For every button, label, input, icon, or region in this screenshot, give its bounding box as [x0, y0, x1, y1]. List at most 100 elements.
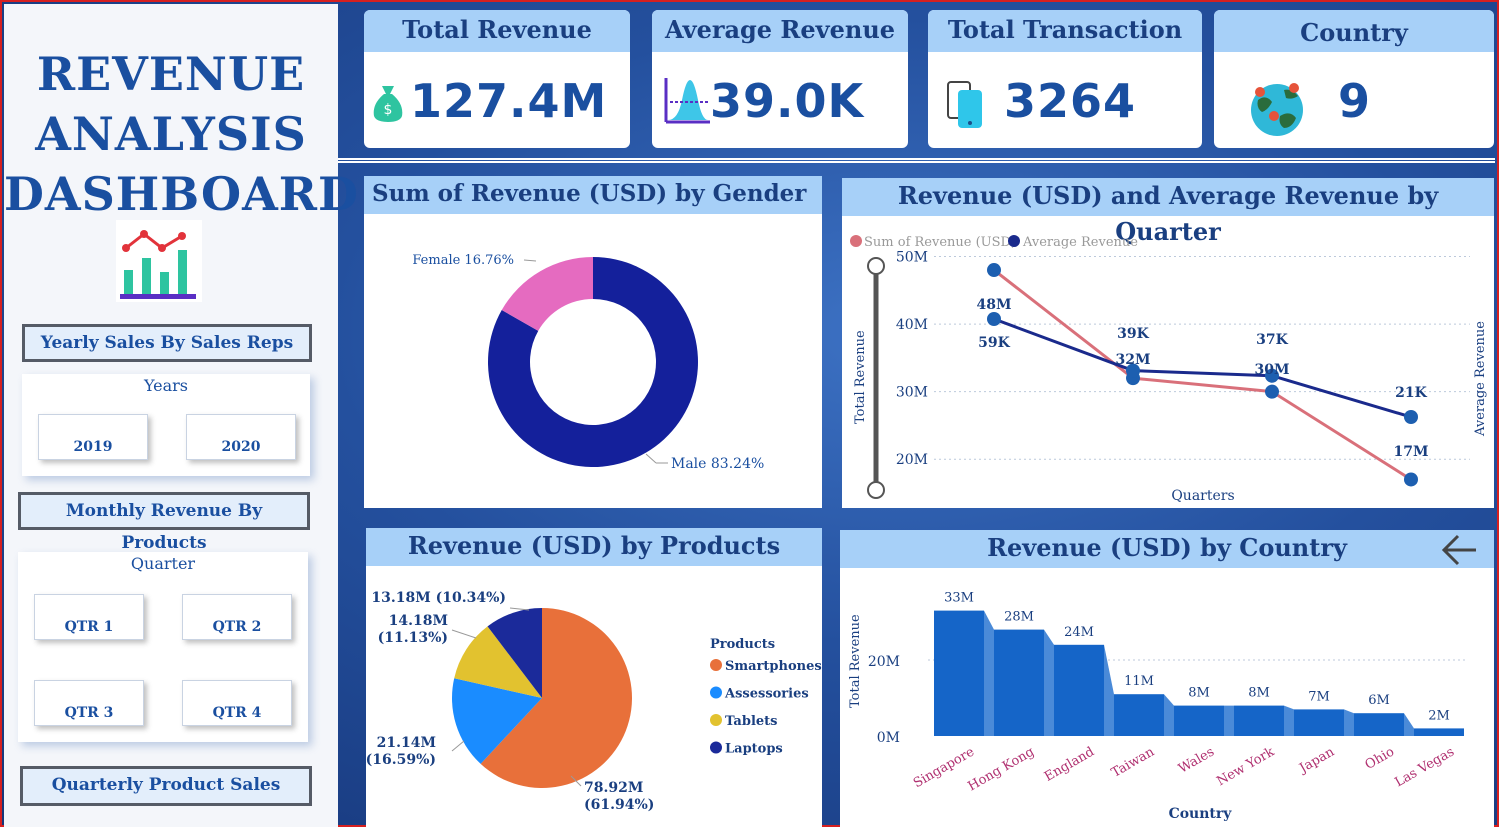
revenue-data-label: 17M: [1394, 444, 1429, 460]
monthly-revenue-button[interactable]: Monthly Revenue By Products: [18, 492, 310, 553]
country-chart-title: Revenue (USD) by Country: [840, 530, 1494, 568]
gender-slice-female: [501, 257, 593, 331]
average-point: [1265, 368, 1279, 383]
range-slider-top-handle: [867, 257, 885, 275]
product-slice-smartphones: [480, 608, 632, 788]
average-data-label: 39K: [1117, 326, 1149, 342]
country-bar: [934, 610, 984, 736]
kpi-total-revenue-label: Total Revenue: [364, 10, 630, 52]
back-arrow-icon[interactable]: [1440, 532, 1480, 568]
years-slicer-title: Years: [143, 376, 189, 395]
leader-assessories: [451, 740, 465, 752]
title-line-3: DASHBOARD: [4, 167, 359, 221]
gender-chart-title: Sum of Revenue (USD) by Gender: [364, 176, 822, 214]
ytick-label: 20M: [896, 452, 928, 468]
quarter-chart-title: Revenue (USD) and Average Revenue by Qua…: [842, 178, 1494, 246]
quarter-line-chart: Sum of Revenue (USD) Average Revenue 50M 40…: [850, 235, 1488, 504]
legend-label-smartphones: Smartphones: [725, 659, 822, 674]
year-2020-option[interactable]: 2020: [186, 414, 296, 460]
country-tick-label: Taiwan: [1109, 744, 1158, 781]
country-bar: [1234, 705, 1284, 736]
globe-pins-icon: [1246, 76, 1308, 142]
product-data-label: 21.14M: [377, 735, 436, 751]
average-point: [1126, 363, 1140, 378]
country-data-label: 28M: [1004, 610, 1034, 625]
sidebar: REVENUE ANALYSIS DASHBOARD Yearly Sales …: [4, 4, 359, 827]
country-tick-label: Japan: [1295, 744, 1337, 777]
ytick-label: 0M: [877, 730, 900, 746]
legend-label-laptops: Laptops: [725, 742, 783, 757]
line-bar-chart-icon: [116, 220, 202, 302]
leader-smartphones: [570, 775, 582, 787]
y-axis-title: Total Revenue: [853, 330, 868, 424]
kpi-total-revenue-value: 127.4M: [410, 74, 608, 128]
country-tick-label: Ohio: [1363, 744, 1398, 773]
product-data-percent: (11.13%): [378, 630, 448, 646]
bar-ribbon: [1344, 709, 1354, 736]
country-chart-panel: Revenue (USD) by Country 20M 0M Total Reve…: [840, 530, 1494, 827]
phone-icon: [946, 80, 986, 134]
country-bar: [994, 629, 1044, 736]
bar-ribbon: [1284, 705, 1294, 736]
country-tick-label: Wales: [1176, 744, 1217, 776]
average-point: [987, 312, 1001, 326]
product-data-label: 13.18M (10.34%): [371, 590, 506, 606]
kpi-country: Country 9: [1214, 10, 1494, 148]
gender-chart-panel: Sum of Revenue (USD) by Gender Male 83.2…: [364, 176, 822, 508]
qtr2-option[interactable]: QTR 2: [182, 594, 292, 640]
svg-text:$: $: [384, 102, 393, 118]
country-data-label: 6M: [1368, 693, 1390, 708]
male-data-label: Male 83.24%: [671, 456, 764, 472]
ytick-label: 30M: [896, 385, 928, 401]
header-divider: [338, 158, 1495, 163]
ytick-label: 20M: [868, 654, 900, 670]
qtr4-option[interactable]: QTR 4: [182, 680, 292, 726]
legend-marker-smartphones: [710, 659, 722, 671]
average-data-label: 37K: [1256, 332, 1288, 348]
yearly-sales-button[interactable]: Yearly Sales By Sales Reps: [22, 324, 312, 362]
legend-label-tablets: Tablets: [725, 714, 777, 729]
country-bar: [1294, 709, 1344, 736]
legend-revenue-marker: [850, 235, 862, 247]
revenue-data-label: 48M: [977, 297, 1012, 313]
year-2019-option[interactable]: 2019: [38, 414, 148, 460]
revenue-data-label: 32M: [1116, 352, 1151, 368]
country-data-label: 2M: [1428, 708, 1450, 723]
leader-tablets: [451, 629, 477, 639]
country-bar: [1054, 644, 1104, 736]
ytick-label: 40M: [896, 317, 928, 333]
product-slice-tablets: [454, 626, 542, 698]
country-data-label: 8M: [1248, 686, 1270, 701]
country-data-label: 11M: [1124, 674, 1154, 689]
gender-donut-chart: Male 83.24% Female 16.76%: [412, 253, 764, 472]
bar-ribbon: [1044, 629, 1054, 736]
bar-ribbon: [1104, 644, 1114, 736]
title-line-1: REVENUE: [36, 47, 306, 101]
country-bar: [1414, 728, 1464, 736]
country-tick-label: Las Vegas: [1392, 744, 1457, 790]
quarter-chart-panel: Revenue (USD) and Average Revenue by Qua…: [842, 178, 1494, 508]
revenue-point: [1265, 384, 1279, 399]
country-tick-label: England: [1042, 744, 1097, 784]
products-pie-chart: 78.92M(61.94%) 21.14M(16.59%) 14.18M(11.13…: [366, 590, 822, 813]
kpi-total-transaction-label: Total Transaction: [928, 10, 1202, 52]
legend-revenue-label: Sum of Revenue (USD): [864, 235, 1016, 250]
qtr1-option[interactable]: QTR 1: [34, 594, 144, 640]
kpi-average-revenue-label: Average Revenue: [652, 10, 908, 52]
revenue-data-label: 30M: [1255, 362, 1290, 378]
country-tick-label: Hong Kong: [966, 744, 1037, 794]
country-bar: [1354, 713, 1404, 736]
qtr3-option[interactable]: QTR 3: [34, 680, 144, 726]
ytick-label: 50M: [896, 250, 928, 266]
country-bar: [1114, 694, 1164, 736]
country-data-label: 33M: [944, 591, 974, 606]
bar-ribbon: [1164, 694, 1174, 736]
kpi-total-transaction-value: 3264: [1004, 74, 1137, 128]
product-data-percent: (16.59%): [366, 752, 436, 768]
legend-marker-assessories: [710, 686, 722, 699]
kpi-average-revenue: Average Revenue 39.0K: [652, 10, 908, 148]
quarterly-product-sales-button[interactable]: Quarterly Product Sales: [20, 766, 312, 806]
money-bag-icon: $: [370, 82, 406, 128]
legend-marker-laptops: [710, 741, 722, 754]
